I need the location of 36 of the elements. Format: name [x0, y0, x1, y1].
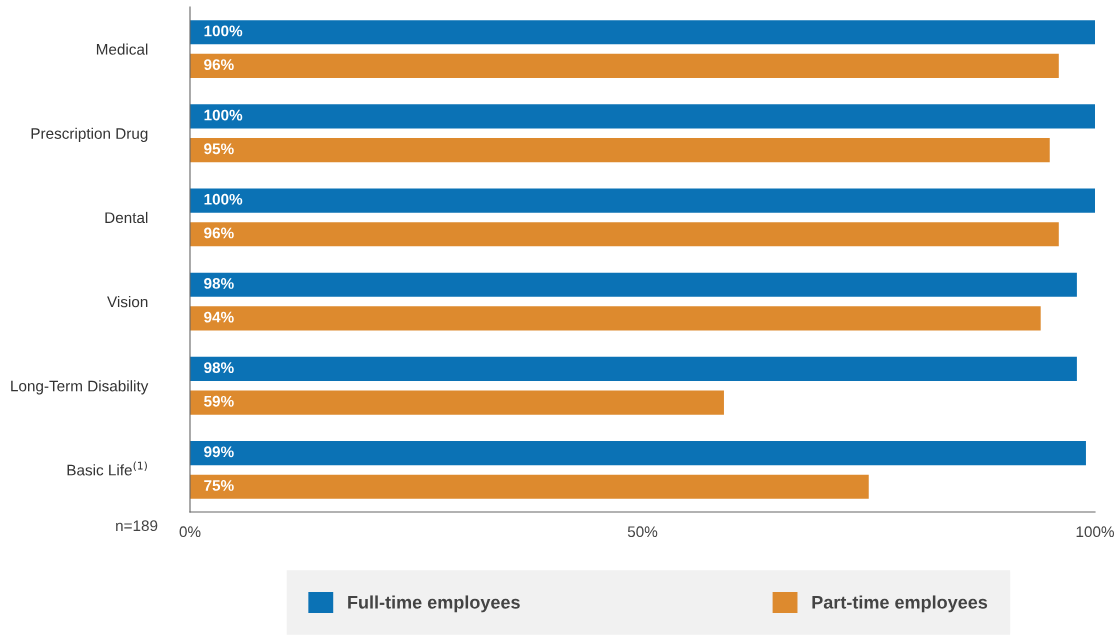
data-label: 96% [204, 227, 234, 239]
data-label: 100% [204, 109, 243, 121]
y-tick-label: Dental [105, 211, 148, 224]
bar [190, 306, 1041, 331]
legend-label: Part-time employees [812, 595, 988, 613]
bar [190, 104, 1095, 129]
legend-label: Full-time employees [348, 595, 520, 613]
text: n=189 [116, 520, 158, 532]
x-tick-label: 50% [627, 526, 658, 538]
bar [190, 188, 1095, 213]
data-label: 59% [204, 395, 234, 407]
bar [190, 440, 1086, 466]
y-tick-label: Medical [96, 43, 148, 55]
y-tick-label: Prescription Drug [31, 127, 148, 142]
y-tick-label: Basic Life$^{(1)}$ [67, 461, 147, 476]
data-label: 95% [204, 143, 234, 155]
bar [190, 390, 724, 415]
y-tick-label: Long-Term Disability [11, 380, 149, 395]
data-label: 99% [204, 446, 234, 458]
data-label: 98% [204, 362, 234, 374]
bar [190, 474, 869, 499]
bar [190, 53, 1059, 79]
y-tick-label: Vision [107, 296, 148, 308]
bar [190, 20, 1095, 45]
bar [190, 222, 1059, 247]
data-label: 75% [204, 480, 234, 491]
x-tick-label: 0% [179, 526, 201, 538]
data-label: 96% [204, 59, 234, 71]
bar [190, 356, 1077, 382]
data-label: 94% [204, 311, 234, 323]
bar [190, 272, 1077, 297]
bar [190, 137, 1050, 163]
x-tick-label: 100% [1076, 526, 1114, 538]
data-label: 100% [204, 193, 243, 205]
data-label: 98% [204, 278, 234, 289]
data-label: 100% [204, 25, 243, 37]
